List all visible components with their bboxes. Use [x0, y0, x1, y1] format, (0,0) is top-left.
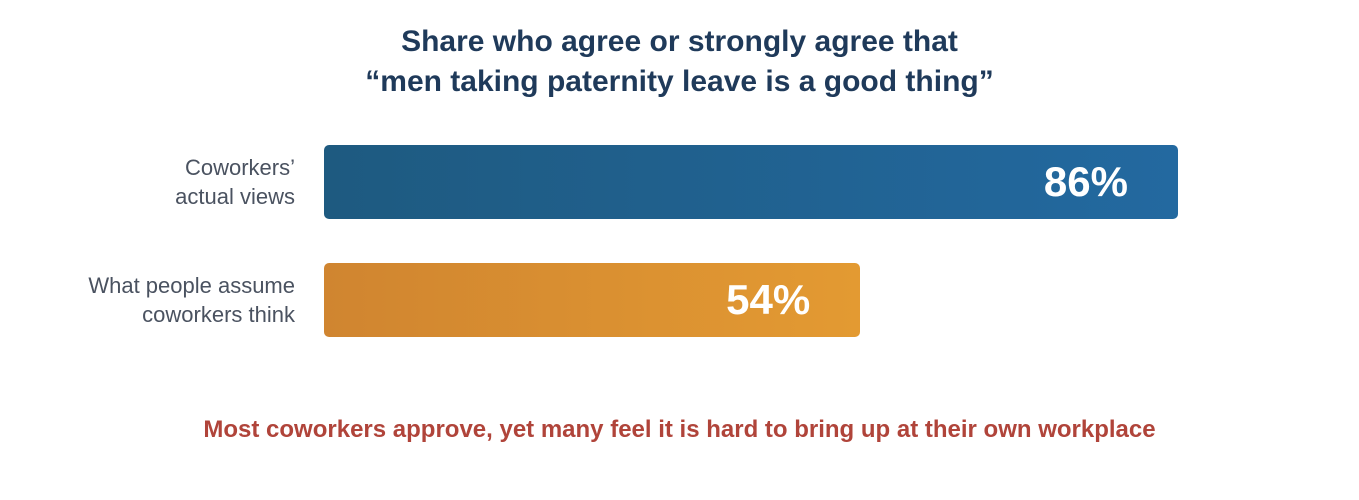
category-label-line: actual views: [175, 184, 295, 209]
chart-title: Share who agree or strongly agree that “…: [0, 22, 1359, 102]
bar-value-label: 54%: [726, 276, 811, 323]
bar: 86%: [324, 145, 1178, 219]
bar-value-label: 86%: [1043, 158, 1128, 205]
category-label: What people assume coworkers think: [20, 271, 295, 329]
category-label-line: Coworkers’: [184, 155, 295, 180]
chart-title-line-2: “men taking paternity leave is a good th…: [365, 65, 994, 98]
category-label-line: What people assume: [88, 273, 295, 298]
chart-title-line-1: Share who agree or strongly agree that: [401, 25, 958, 58]
chart-annotation: Most coworkers approve, yet many feel it…: [203, 416, 1156, 443]
bar: 54%: [324, 263, 861, 337]
category-label: Coworkers’ actual views: [20, 153, 295, 211]
category-label-line: coworkers think: [142, 302, 295, 327]
